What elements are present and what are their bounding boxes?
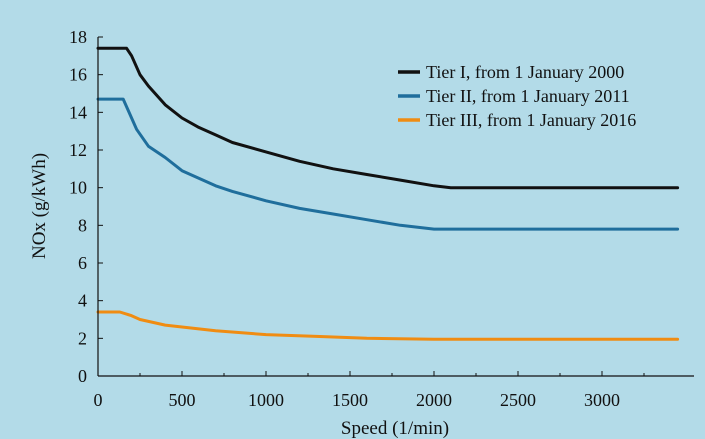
series-line-2 xyxy=(96,97,680,231)
x-tick-label: 0 xyxy=(94,390,103,410)
y-tick-label: 12 xyxy=(69,140,87,160)
y-tick-label: 18 xyxy=(69,27,87,47)
y-tick-label: 8 xyxy=(78,215,87,235)
x-tick-label: 2500 xyxy=(500,390,536,410)
series-line-1 xyxy=(96,46,680,190)
y-tick-label: 2 xyxy=(78,328,87,348)
y-tick-label: 4 xyxy=(78,291,87,311)
y-tick-label: 0 xyxy=(78,366,87,386)
x-tick-label: 3000 xyxy=(584,390,620,410)
legend-entry-2: Tier II, from 1 January 2011 xyxy=(426,86,630,106)
series-line-3 xyxy=(96,310,680,341)
y-tick-label: 16 xyxy=(69,65,87,85)
legend-entry-1: Tier I, from 1 January 2000 xyxy=(426,62,624,82)
x-tick-label: 2000 xyxy=(416,390,452,410)
legend: Tier I, from 1 January 2000 Tier II, from… xyxy=(398,62,636,130)
y-tick-label: 6 xyxy=(78,253,87,273)
x-tick-label: 1500 xyxy=(332,390,368,410)
x-tick-label: 1000 xyxy=(248,390,284,410)
y-tick-label: 14 xyxy=(69,102,87,122)
y-axis-label: NOx (g/kWh) xyxy=(29,153,50,259)
legend-entry-3: Tier III, from 1 January 2016 xyxy=(426,110,636,130)
y-tick-label: 10 xyxy=(69,178,87,198)
x-axis-label: Speed (1/min) xyxy=(341,418,449,439)
x-tick-label: 500 xyxy=(169,390,196,410)
